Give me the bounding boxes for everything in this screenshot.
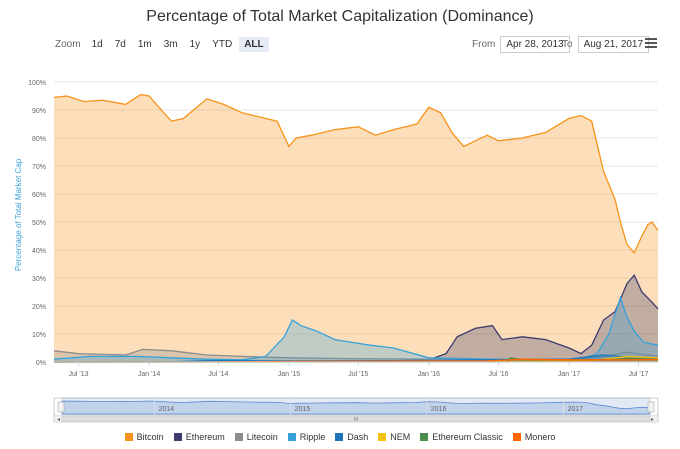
navigator-right-handle[interactable]: [647, 401, 655, 413]
zoom-bar: Zoom 1d 7d 1m 3m 1y YTD ALL: [55, 37, 271, 52]
legend-item-dash[interactable]: Dash: [335, 432, 368, 442]
legend-label: Ethereum: [185, 432, 225, 442]
legend-label: Ethereum Classic: [432, 432, 503, 442]
to-label: To: [562, 39, 573, 50]
legend-item-ethereum[interactable]: Ethereum: [173, 432, 225, 442]
legend-item-monero[interactable]: Monero: [512, 432, 556, 442]
x-axis-ticks: Jul '13 Jan '14 Jul '14 Jan '15 Jul '15 Jan '…: [54, 361, 658, 378]
y-tick-label: 10%: [32, 332, 46, 339]
navigator-year-label: 2015: [295, 406, 311, 413]
y-tick-label: 70%: [32, 164, 46, 171]
zoom-1d-button[interactable]: 1d: [91, 39, 103, 50]
navigator-year-label: 2014: [159, 406, 175, 413]
legend-item-ethereum-classic[interactable]: Ethereum Classic: [420, 432, 503, 442]
legend-swatch: [124, 433, 133, 441]
scrollbar-grip-icon: III: [354, 417, 358, 423]
legend-swatch: [512, 433, 521, 441]
x-tick-label: Jul '17: [628, 371, 648, 378]
x-tick-label: Jul '15: [348, 371, 368, 378]
y-tick-label: 0%: [36, 360, 46, 367]
navigator[interactable]: 2014 2015 2016 2017 III ◂ ▸: [53, 397, 659, 423]
legend-swatch: [378, 433, 387, 441]
legend-item-litecoin[interactable]: Litecoin: [234, 432, 278, 442]
zoom-7d-button[interactable]: 7d: [114, 39, 126, 50]
to-date-input[interactable]: Aug 21, 2017: [577, 36, 650, 53]
dash-line[interactable]: [54, 354, 659, 363]
nem-area: [54, 356, 658, 362]
x-tick-label: Jan '15: [278, 371, 300, 378]
x-tick-label: Jan '14: [138, 371, 160, 378]
legend-label: Bitcoin: [136, 432, 164, 442]
legend-swatch: [335, 433, 344, 441]
navigator-selection[interactable]: [61, 397, 651, 416]
bitcoin-area: [54, 94, 658, 362]
date-range-to: To Aug 21, 2017: [562, 36, 650, 53]
x-tick-label: Jul '14: [208, 371, 228, 378]
ethereum-line[interactable]: [53, 274, 659, 363]
series-areas: [53, 93, 659, 363]
legend-label: NEM: [390, 432, 411, 442]
date-range-from: From Apr 28, 2013: [472, 36, 570, 53]
zoom-ytd-button[interactable]: YTD: [212, 39, 233, 50]
legend-item-bitcoin[interactable]: Bitcoin: [124, 432, 164, 442]
y-tick-label: 40%: [32, 248, 46, 255]
y-tick-label: 90%: [32, 108, 46, 115]
navigator-year-labels: 2014 2015 2016 2017: [154, 398, 583, 415]
from-date-input[interactable]: Apr 28, 2013: [500, 36, 570, 53]
legend-label: Dash: [347, 432, 369, 442]
x-tick-label: Jan '17: [558, 371, 580, 378]
ripple-line[interactable]: [53, 295, 659, 361]
scrollbar-thumb[interactable]: [61, 415, 651, 422]
y-tick-label: 20%: [32, 304, 46, 311]
zoom-label: Zoom: [55, 39, 81, 50]
navigator-series: [61, 400, 651, 415]
x-tick-label: Jan '16: [418, 371, 440, 378]
legend-swatch: [420, 433, 429, 441]
legend-swatch: [234, 433, 243, 441]
scroll-right-icon[interactable]: ▸: [651, 417, 654, 423]
y-tick-label: 60%: [32, 192, 46, 199]
zoom-1y-button[interactable]: 1y: [189, 39, 201, 50]
chart-legend: Bitcoin Ethereum Litecoin Ripple Dash NEM Ethe…: [0, 432, 680, 442]
x-tick-label: Jul '16: [489, 371, 509, 378]
legend-item-ripple[interactable]: Ripple: [287, 432, 326, 442]
y-tick-label: 80%: [32, 136, 46, 143]
legend-label: Litecoin: [246, 432, 278, 442]
legend-swatch: [173, 433, 182, 441]
monero-area: [54, 359, 658, 362]
legend-item-nem[interactable]: NEM: [378, 432, 410, 442]
from-label: From: [472, 39, 496, 50]
zoom-3m-button[interactable]: 3m: [163, 39, 178, 50]
scroll-left-icon[interactable]: ◂: [57, 417, 60, 423]
y-axis-ticks: 0% 10% 20% 30% 40% 50% 60% 70% 80% 90% 100%: [28, 80, 46, 367]
zoom-1m-button[interactable]: 1m: [137, 39, 152, 50]
y-tick-label: 50%: [32, 220, 46, 227]
chart-title: Percentage of Total Market Capitalizatio…: [146, 8, 534, 25]
x-tick-label: Jul '13: [69, 371, 89, 378]
y-tick-label: 30%: [32, 276, 46, 283]
litecoin-line[interactable]: [53, 348, 659, 361]
ethereum-area: [54, 275, 658, 362]
zoom-all-button[interactable]: ALL: [239, 37, 269, 52]
grid-lines: [54, 81, 658, 363]
legend-label: Ripple: [299, 432, 326, 442]
navigator-left-handle[interactable]: [57, 401, 65, 413]
bitcoin-line[interactable]: [53, 93, 659, 254]
navigator-year-label: 2017: [567, 406, 583, 413]
navigator-year-label: 2016: [431, 406, 447, 413]
y-tick-label: 100%: [28, 80, 46, 87]
legend-swatch: [287, 433, 296, 441]
hamburger-menu-icon[interactable]: [645, 38, 657, 48]
legend-label: Monero: [524, 432, 556, 442]
y-axis-label: Percentage of Total Market Cap: [14, 158, 23, 271]
